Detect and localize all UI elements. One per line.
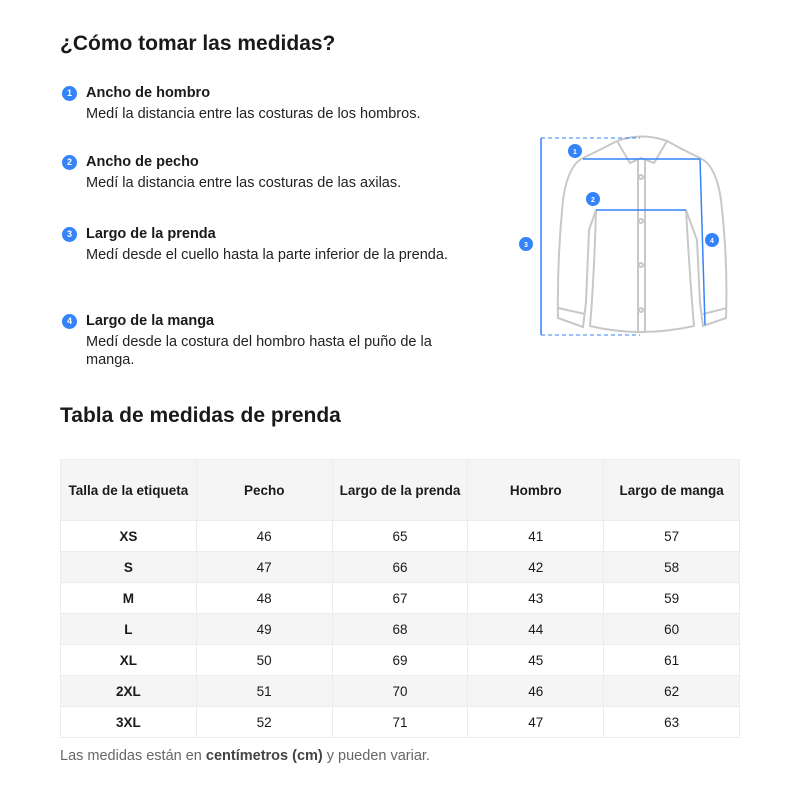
step-title: Largo de la manga bbox=[86, 313, 215, 329]
step-title: Largo de la prenda bbox=[86, 226, 216, 242]
shirt-measurement-diagram: 1 2 3 4 bbox=[519, 135, 728, 336]
value-cell: 60 bbox=[603, 613, 740, 645]
footer-note: Las medidas están en centímetros (cm) y … bbox=[60, 748, 430, 764]
value-cell: 42 bbox=[467, 551, 605, 583]
step-sleeve: 4 Largo de la manga Medí desde la costur… bbox=[60, 312, 450, 369]
value-cell: 65 bbox=[331, 520, 469, 552]
value-cell: 67 bbox=[331, 582, 469, 614]
size-cell: S bbox=[60, 551, 197, 583]
value-cell: 52 bbox=[195, 706, 333, 738]
value-cell: 50 bbox=[195, 644, 333, 676]
value-cell: 46 bbox=[195, 520, 333, 552]
step-number-badge: 1 bbox=[62, 86, 77, 101]
value-cell: 43 bbox=[467, 582, 605, 614]
value-cell: 63 bbox=[603, 706, 740, 738]
page-title: ¿Cómo tomar las medidas? bbox=[60, 32, 336, 55]
step-number-badge: 2 bbox=[62, 155, 77, 170]
value-cell: 47 bbox=[195, 551, 333, 583]
value-cell: 57 bbox=[603, 520, 740, 552]
badge-label: 2 bbox=[591, 197, 595, 204]
badge-label: 1 bbox=[573, 149, 577, 156]
value-cell: 58 bbox=[603, 551, 740, 583]
value-cell: 68 bbox=[331, 613, 469, 645]
size-cell: 3XL bbox=[60, 706, 197, 738]
size-cell: XL bbox=[60, 644, 197, 676]
value-cell: 46 bbox=[467, 675, 605, 707]
size-table: Talla de la etiqueta Pecho Largo de la p… bbox=[60, 459, 740, 738]
badge-label: 4 bbox=[710, 238, 714, 245]
step-title: Ancho de pecho bbox=[86, 154, 199, 170]
badge-2 bbox=[586, 192, 600, 206]
value-cell: 70 bbox=[331, 675, 469, 707]
badge-1 bbox=[568, 144, 582, 158]
step-number-badge: 3 bbox=[62, 227, 77, 242]
size-cell: L bbox=[60, 613, 197, 645]
table-title: Tabla de medidas de prenda bbox=[60, 404, 341, 427]
table-row: L 49 68 44 60 bbox=[60, 613, 740, 645]
step-shoulder: 1 Ancho de hombro Medí la distancia entr… bbox=[60, 84, 450, 123]
footer-text: y pueden variar. bbox=[322, 748, 430, 764]
value-cell: 45 bbox=[467, 644, 605, 676]
step-number-badge: 4 bbox=[62, 314, 77, 329]
table-row: 3XL 52 71 47 63 bbox=[60, 706, 740, 738]
value-cell: 69 bbox=[331, 644, 469, 676]
value-cell: 44 bbox=[467, 613, 605, 645]
col-header: Hombro bbox=[467, 459, 605, 521]
col-header: Talla de la etiqueta bbox=[60, 459, 197, 521]
shirt-icon bbox=[556, 135, 728, 333]
badge-3 bbox=[519, 237, 533, 251]
footer-text: Las medidas están en bbox=[60, 748, 206, 764]
size-cell: M bbox=[60, 582, 197, 614]
table-row: M 48 67 43 59 bbox=[60, 582, 740, 614]
value-cell: 41 bbox=[467, 520, 605, 552]
value-cell: 48 bbox=[195, 582, 333, 614]
value-cell: 66 bbox=[331, 551, 469, 583]
table-header-row: Talla de la etiqueta Pecho Largo de la p… bbox=[60, 459, 740, 521]
value-cell: 51 bbox=[195, 675, 333, 707]
badge-label: 3 bbox=[524, 242, 528, 249]
table-row: XL 50 69 45 61 bbox=[60, 644, 740, 676]
value-cell: 71 bbox=[331, 706, 469, 738]
size-cell: XS bbox=[60, 520, 197, 552]
col-header: Pecho bbox=[195, 459, 333, 521]
step-chest: 2 Ancho de pecho Medí la distancia entre… bbox=[60, 153, 450, 192]
value-cell: 62 bbox=[603, 675, 740, 707]
table-row: XS 46 65 41 57 bbox=[60, 520, 740, 552]
measurement-lines bbox=[540, 137, 706, 336]
badge-4 bbox=[705, 233, 719, 247]
value-cell: 49 bbox=[195, 613, 333, 645]
step-description: Medí desde el cuello hasta la parte infe… bbox=[86, 247, 448, 263]
size-cell: 2XL bbox=[60, 675, 197, 707]
step-description: Medí desde la costura del hombro hasta e… bbox=[86, 334, 432, 368]
table-row: S 47 66 42 58 bbox=[60, 551, 740, 583]
value-cell: 61 bbox=[603, 644, 740, 676]
col-header: Largo de manga bbox=[603, 459, 740, 521]
table-row: 2XL 51 70 46 62 bbox=[60, 675, 740, 707]
step-title: Ancho de hombro bbox=[86, 85, 211, 101]
step-description: Medí la distancia entre las costuras de … bbox=[86, 106, 421, 122]
step-length: 3 Largo de la prenda Medí desde el cuell… bbox=[60, 225, 450, 264]
step-description: Medí la distancia entre las costuras de … bbox=[86, 175, 402, 191]
value-cell: 47 bbox=[467, 706, 605, 738]
footer-unit: centímetros (cm) bbox=[205, 748, 323, 764]
value-cell: 59 bbox=[603, 582, 740, 614]
col-header: Largo de la prenda bbox=[331, 459, 469, 521]
